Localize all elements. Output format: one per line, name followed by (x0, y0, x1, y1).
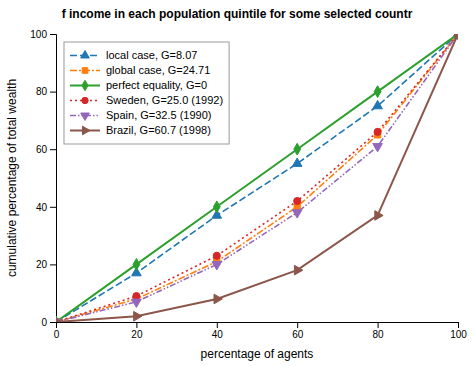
legend-marker (82, 97, 88, 103)
x-axis-tick: 100 (450, 322, 467, 340)
y-axis-tick-mark (50, 92, 56, 93)
chart: f income in each population quintile for… (0, 0, 474, 366)
legend-marker (82, 68, 88, 74)
point (375, 211, 383, 221)
point (213, 252, 220, 259)
legend-label: local case, G=8.07 (106, 49, 197, 61)
x-axis-tick-mark (136, 322, 137, 328)
point (133, 259, 140, 271)
point (292, 158, 302, 166)
x-axis-title: percentage of agents (201, 347, 314, 361)
y-axis-tick: 100 (30, 29, 56, 40)
point (373, 144, 383, 152)
x-axis-tick: 20 (131, 322, 143, 340)
x-axis-tick: 0 (54, 322, 60, 340)
x-axis-tick: 80 (373, 322, 385, 340)
x-axis-tick: 60 (292, 322, 304, 340)
legend: local case, G=8.07 global case, G=24.71 pe… (64, 42, 229, 144)
x-axis: 0 20 40 60 80 100 (54, 322, 468, 340)
series-line (56, 34, 458, 322)
legend-entry: Spain, G=32.5 (1990) (70, 109, 212, 121)
plot: 0 20 40 60 80 100 0 20 40 60 80 100 local case, G=8.… (30, 28, 467, 340)
point (56, 317, 62, 322)
y-axis-title: cumulative percentage of total wealth (5, 79, 19, 277)
y-axis-tick-mark (50, 149, 56, 150)
y-axis-tick: 80 (36, 86, 56, 97)
point (455, 34, 458, 39)
legend-marker (81, 51, 90, 58)
x-axis-tick-label: 20 (131, 329, 143, 340)
point (292, 210, 302, 218)
series-line (56, 34, 458, 322)
y-axis-tick: 60 (36, 144, 56, 155)
point (213, 201, 220, 213)
point (374, 86, 381, 98)
y-axis-tick: 40 (36, 202, 56, 213)
x-axis-line (57, 323, 459, 329)
legend-box (64, 42, 229, 144)
y-axis-tick-label: 40 (36, 202, 48, 213)
legend-marker (82, 80, 88, 91)
title: f income in each population quintile for… (62, 7, 413, 21)
y-axis-tick-mark (50, 322, 56, 323)
point (294, 143, 301, 155)
x-axis-tick-label: 0 (54, 329, 60, 340)
y-axis-tick: 0 (41, 317, 56, 328)
y-axis: 0 20 40 60 80 100 (30, 29, 56, 328)
legend-entry: Sweden, G=25.0 (1992) (70, 94, 223, 106)
legend-entry: perfect equality, G=0 (70, 79, 207, 91)
legend-entry: global case, G=24.71 (70, 64, 210, 76)
x-axis-tick-mark (297, 322, 298, 328)
x-axis-tick: 40 (212, 322, 224, 340)
series-line (56, 34, 458, 322)
y-axis-tick-label: 100 (30, 29, 47, 40)
x-axis-tick-mark (458, 322, 459, 328)
y-axis-tick-mark (50, 207, 56, 208)
legend-label: Brazil, G=60.7 (1998) (106, 124, 211, 136)
x-axis-tick-label: 60 (292, 329, 304, 340)
y-axis-tick-label: 60 (36, 144, 48, 155)
y-axis-tick-mark (50, 264, 56, 265)
point (373, 100, 383, 108)
series-line (56, 34, 458, 322)
y-axis-tick-mark (50, 34, 56, 35)
x-axis-tick-mark (217, 322, 218, 328)
y-axis-line (50, 35, 57, 323)
point (294, 265, 302, 275)
legend-entry: Brazil, G=60.7 (1998) (70, 124, 211, 136)
y-axis-tick: 20 (36, 259, 56, 270)
point (212, 262, 222, 270)
x-axis-tick-label: 40 (212, 329, 224, 340)
y-axis-tick-label: 80 (36, 86, 48, 97)
legend-entry: local case, G=8.07 (70, 49, 197, 61)
marks (56, 34, 458, 322)
series-line (56, 34, 458, 322)
point (214, 294, 222, 304)
point (374, 128, 381, 135)
legend-label: Sweden, G=25.0 (1992) (106, 94, 223, 106)
legend-marker (81, 113, 90, 120)
series-line (56, 34, 458, 322)
x-axis-tick-mark (378, 322, 379, 328)
legend-marker (83, 126, 90, 135)
point (294, 197, 301, 204)
x-axis-tick-label: 100 (450, 329, 467, 340)
x-axis-tick-label: 80 (373, 329, 385, 340)
legend-label: global case, G=24.71 (106, 64, 210, 76)
y-axis-tick-label: 20 (36, 259, 48, 270)
legend-label: perfect equality, G=0 (106, 79, 207, 91)
point (134, 311, 142, 321)
legend-label: Spain, G=32.5 (1990) (106, 109, 212, 121)
y-axis-tick-label: 0 (41, 317, 47, 328)
point (132, 299, 142, 307)
